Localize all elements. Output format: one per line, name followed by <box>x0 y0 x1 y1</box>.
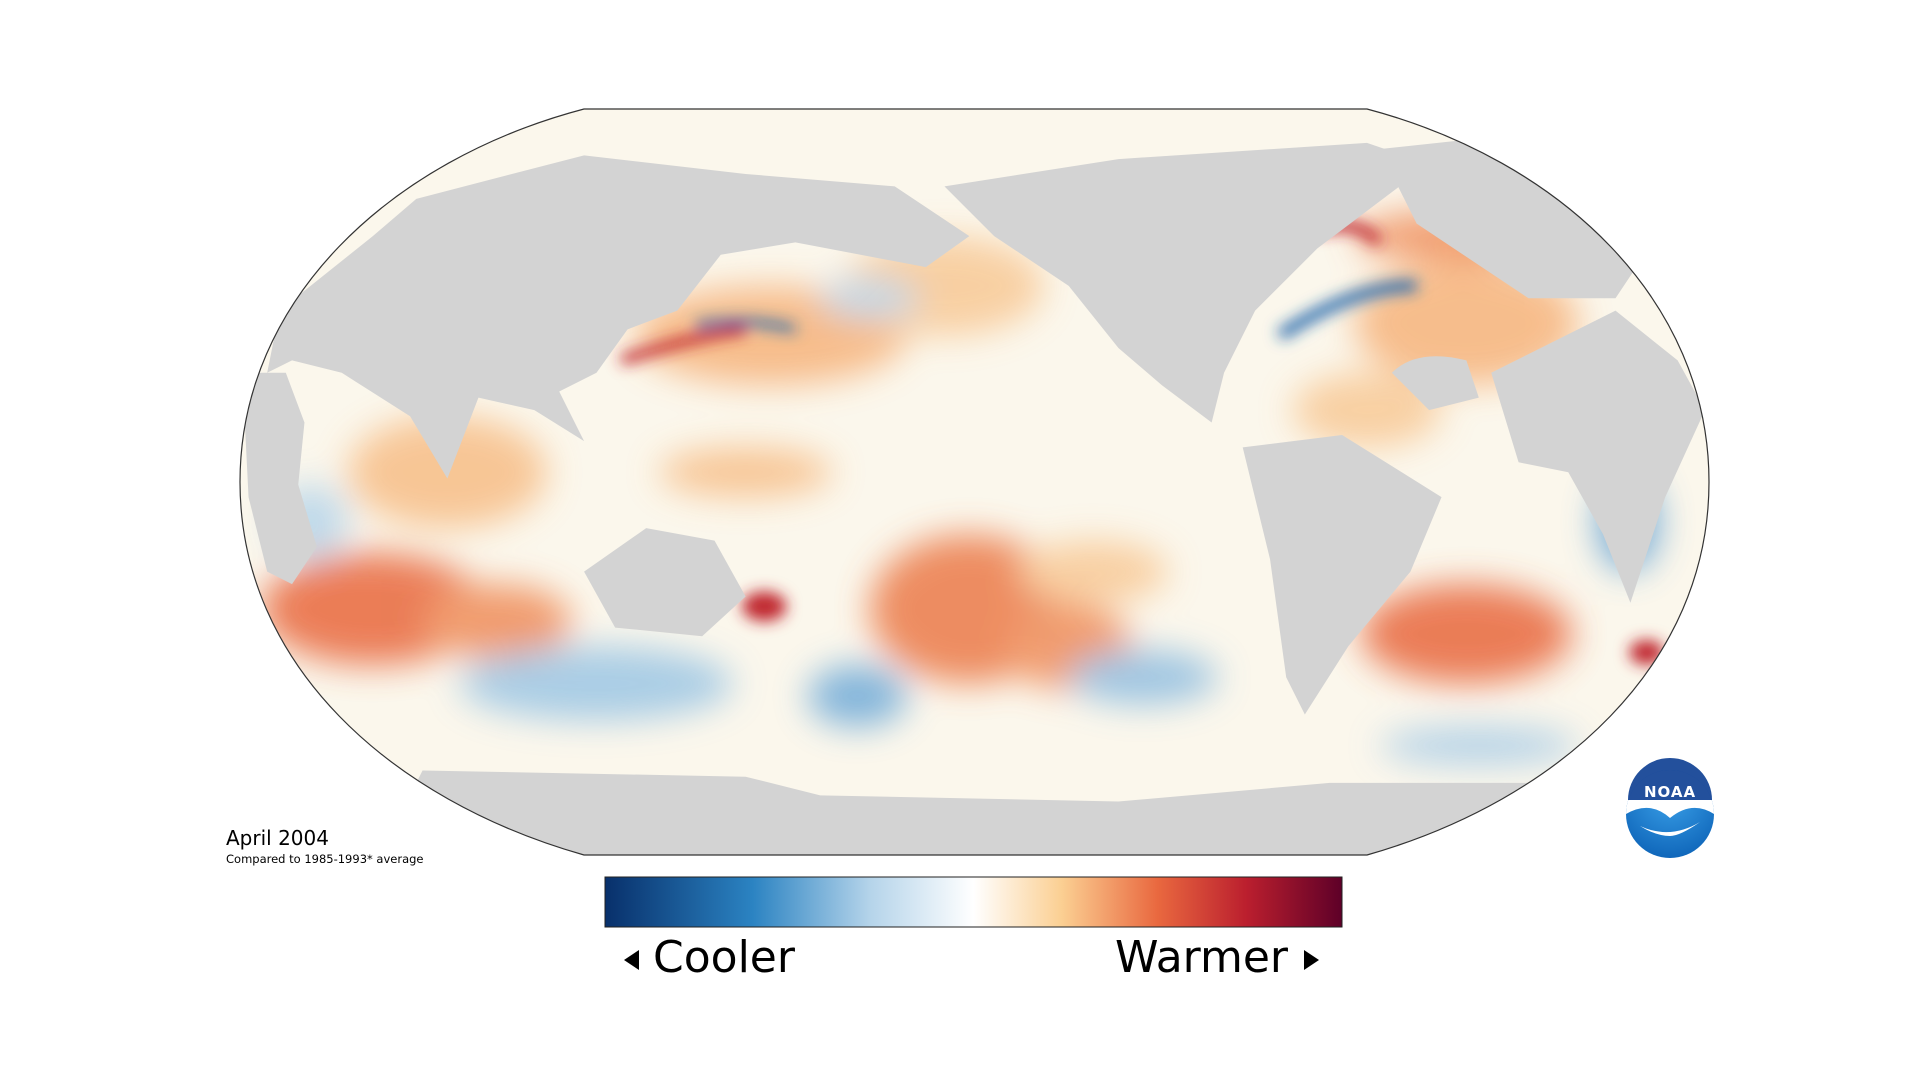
right-arrow <box>1304 950 1319 970</box>
map-date: April 2004 <box>226 826 329 850</box>
map-outline <box>239 108 1710 856</box>
logo-band <box>1628 758 1712 800</box>
map <box>240 109 1709 855</box>
color-bar <box>604 876 1343 928</box>
logo-text: NOAA <box>1644 783 1696 801</box>
land <box>242 130 1709 855</box>
legend-high-label: Warmer <box>1115 932 1289 983</box>
legend-low-label: Cooler <box>653 932 796 983</box>
left-arrow <box>624 950 639 970</box>
logo-gull <box>1640 822 1700 836</box>
baseline-note: Compared to 1985-1993* average <box>226 852 424 866</box>
noaa-logo: NOAA <box>1626 758 1714 858</box>
